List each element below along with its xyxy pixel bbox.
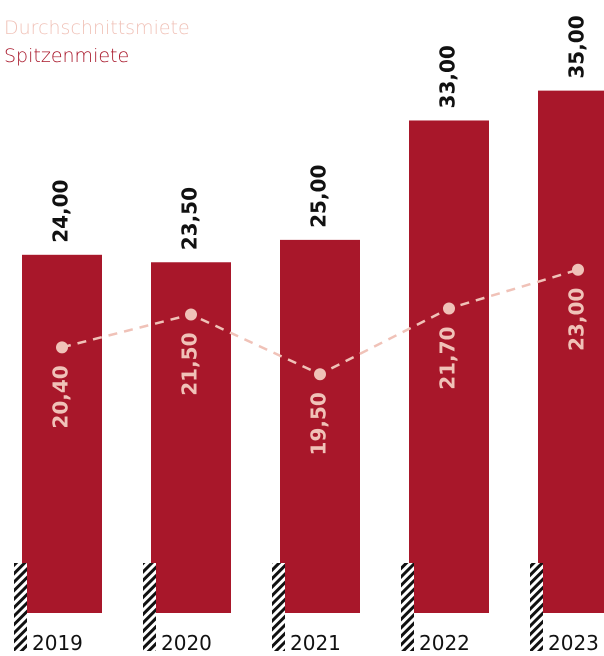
line-point bbox=[56, 341, 68, 354]
axis-break bbox=[530, 563, 543, 651]
bar bbox=[22, 254, 102, 614]
bar-value-label: 24,00 bbox=[49, 180, 73, 243]
axis-break bbox=[272, 563, 285, 651]
line-value-label: 20,40 bbox=[49, 365, 73, 428]
line-value-label: 21,50 bbox=[178, 333, 202, 396]
axis-break bbox=[401, 563, 414, 651]
line-point bbox=[572, 263, 584, 276]
legend-entry: Spitzenmiete bbox=[4, 45, 129, 67]
line-value-label: 21,70 bbox=[436, 327, 460, 390]
line-value-label: 19,50 bbox=[307, 392, 331, 455]
bar-value-label: 33,00 bbox=[436, 45, 460, 108]
bar bbox=[151, 262, 231, 613]
bar-value-label: 23,50 bbox=[178, 187, 202, 250]
bar bbox=[538, 90, 604, 613]
bar-value-label: 35,00 bbox=[565, 15, 589, 78]
bar bbox=[280, 239, 360, 613]
x-tick-label: 2021 bbox=[290, 631, 341, 655]
line-point bbox=[443, 302, 455, 315]
x-tick-label: 2023 bbox=[548, 631, 599, 655]
x-tick-label: 2020 bbox=[161, 631, 212, 655]
x-tick-label: 2019 bbox=[32, 631, 83, 655]
line-point bbox=[314, 368, 326, 381]
bar bbox=[409, 120, 489, 613]
x-tick-label: 2022 bbox=[419, 631, 470, 655]
bar-value-label: 25,00 bbox=[307, 165, 331, 228]
line-point bbox=[185, 308, 197, 321]
axis-break bbox=[14, 563, 27, 651]
axis-break bbox=[143, 563, 156, 651]
line-value-label: 23,00 bbox=[565, 288, 589, 351]
legend-entry: Durchschnittsmiete bbox=[4, 17, 190, 39]
